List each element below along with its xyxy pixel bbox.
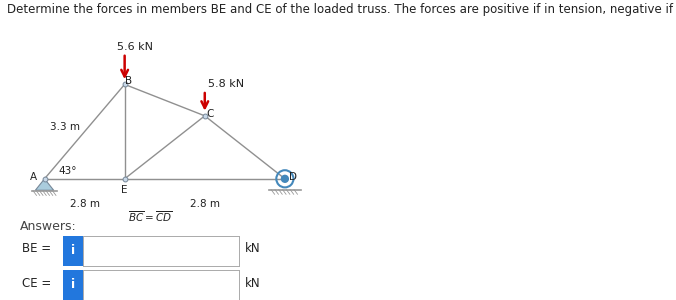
Text: 3.3 m: 3.3 m	[49, 122, 80, 132]
Text: 5.6 kN: 5.6 kN	[118, 42, 153, 52]
Text: E: E	[122, 185, 128, 195]
Text: D: D	[289, 172, 297, 182]
Text: 2.8 m: 2.8 m	[190, 200, 220, 209]
Text: Answers:: Answers:	[20, 220, 77, 233]
Text: $\overline{BC}=\overline{CD}$: $\overline{BC}=\overline{CD}$	[128, 209, 172, 224]
Circle shape	[281, 176, 289, 182]
Text: 2.8 m: 2.8 m	[70, 200, 99, 209]
Text: C: C	[206, 110, 214, 119]
Text: A: A	[30, 172, 37, 182]
Text: 5.8 kN: 5.8 kN	[208, 80, 244, 89]
Text: Determine the forces in members BE and CE of the loaded truss. The forces are po: Determine the forces in members BE and C…	[7, 3, 676, 16]
Text: kN: kN	[245, 277, 260, 290]
Text: B: B	[125, 76, 132, 86]
Text: i: i	[71, 244, 75, 257]
Polygon shape	[35, 179, 53, 190]
Text: i: i	[71, 278, 75, 292]
Text: 43°: 43°	[59, 166, 77, 176]
Text: CE =: CE =	[22, 277, 51, 290]
Text: kN: kN	[245, 242, 260, 256]
Text: BE =: BE =	[22, 242, 51, 256]
